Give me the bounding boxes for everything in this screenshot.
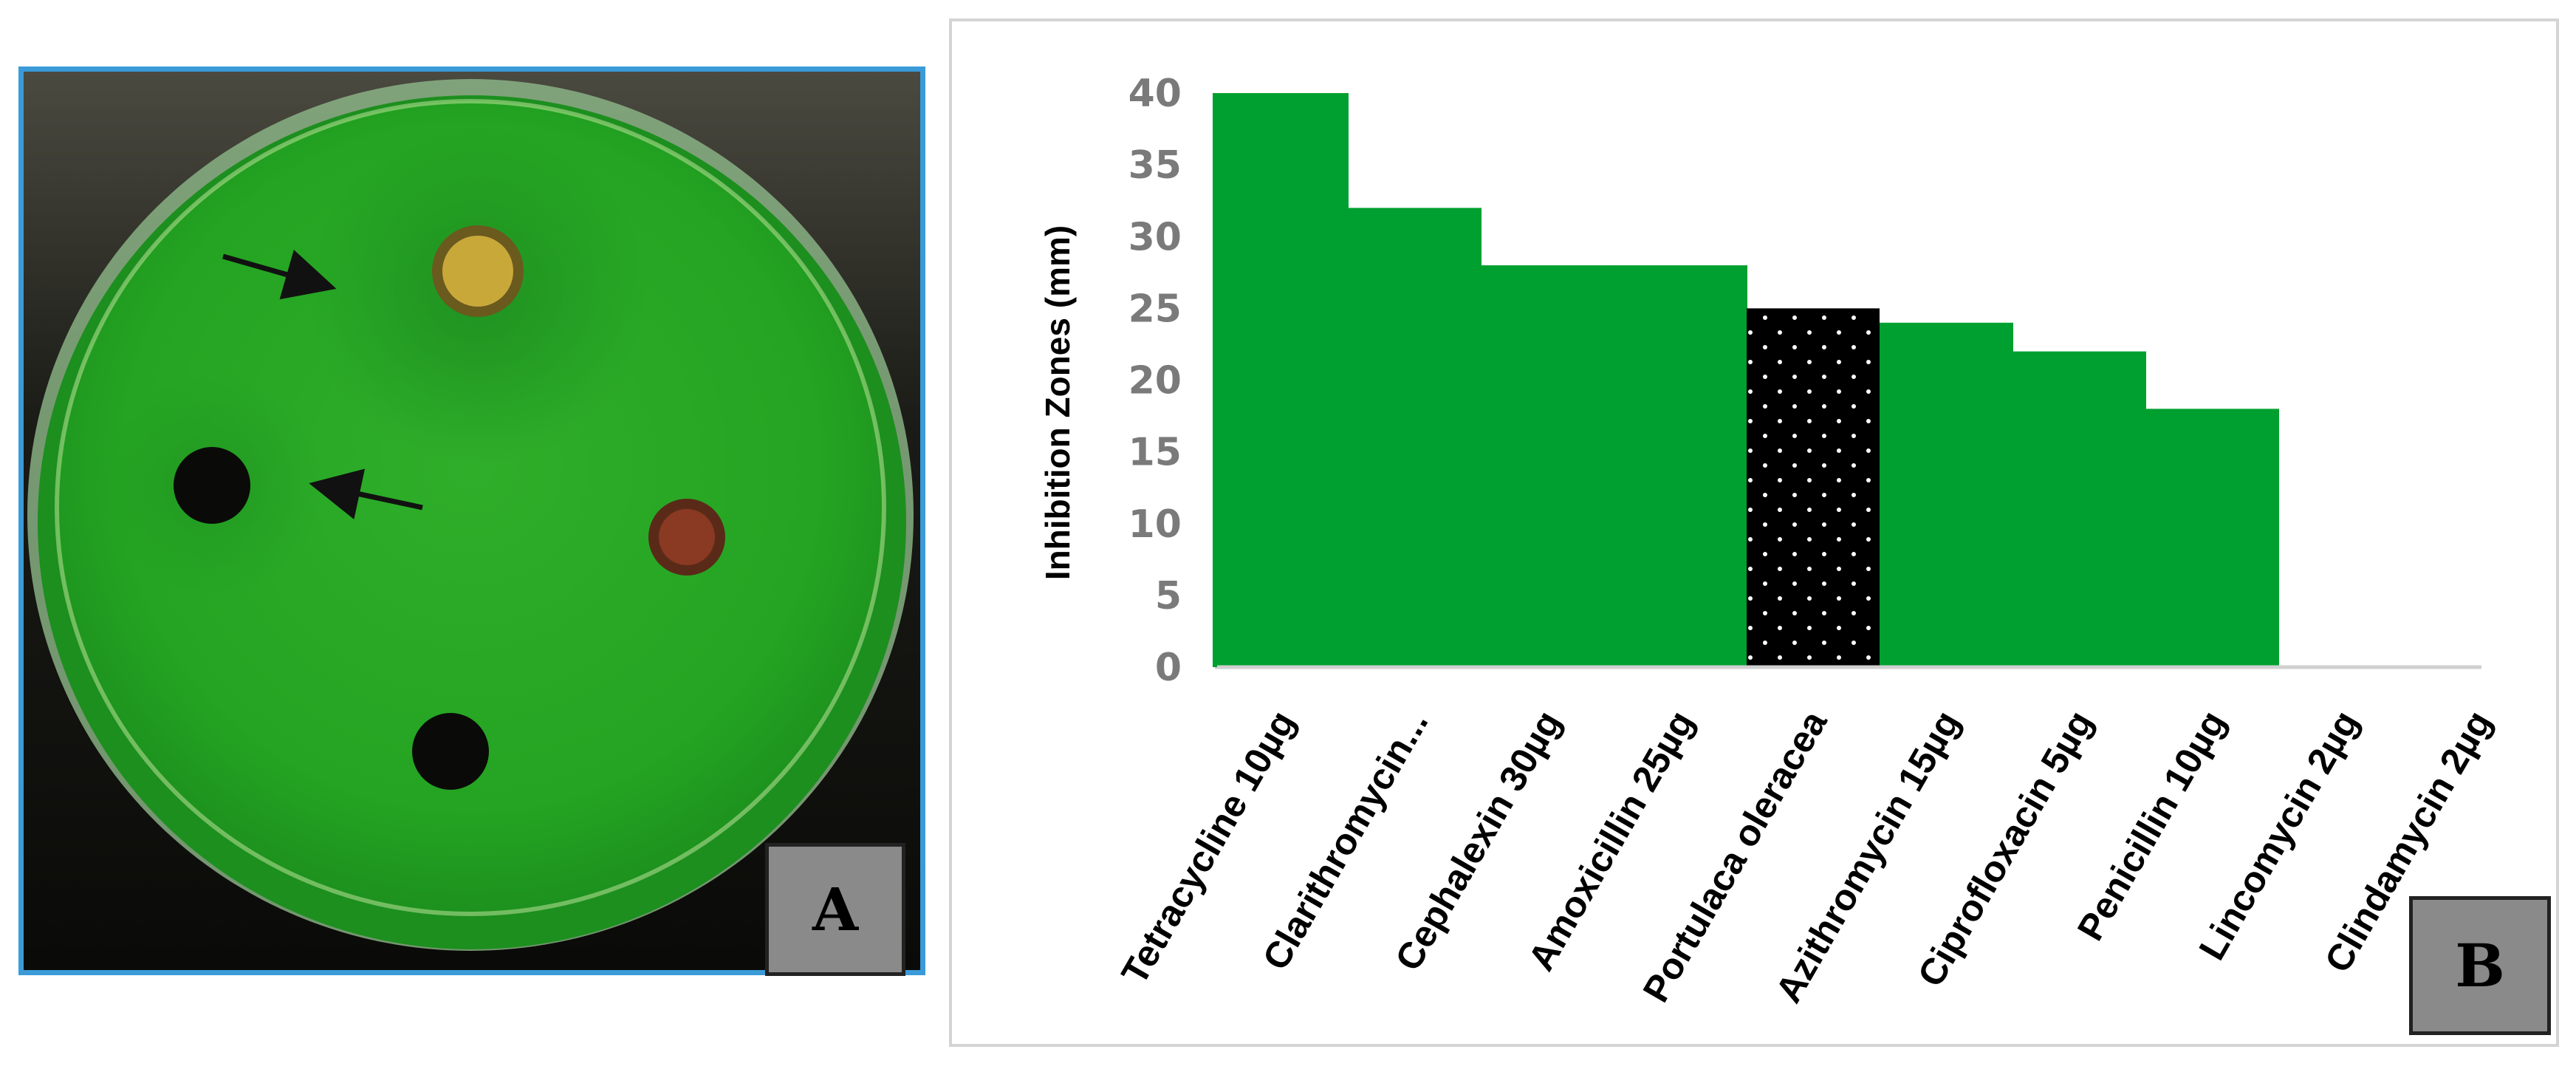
y-axis-label: Inhibition Zones (mm) xyxy=(1038,225,1077,580)
bar xyxy=(1747,308,1880,667)
y-tick-label: 10 xyxy=(1128,502,1182,547)
panel-label-b: B xyxy=(2409,896,2551,1035)
panel-label-a: A xyxy=(765,843,905,976)
petri-dish-photo xyxy=(18,66,925,975)
y-tick-label: 35 xyxy=(1128,143,1182,188)
arrow-annotation xyxy=(309,468,423,519)
y-tick-label: 40 xyxy=(1128,72,1182,116)
x-tick-label: Penicillin 10µg xyxy=(2069,704,2234,948)
y-tick-label: 20 xyxy=(1128,359,1182,403)
arrow-annotation xyxy=(222,249,337,300)
petri-dish-illustration xyxy=(24,72,920,970)
bar xyxy=(1348,208,1481,667)
bar xyxy=(1215,93,1349,667)
y-tick-label: 5 xyxy=(1155,574,1182,618)
y-tick-label: 0 xyxy=(1155,646,1182,690)
bar xyxy=(1880,322,2013,667)
y-tick-label: 15 xyxy=(1128,431,1182,475)
y-tick-label: 30 xyxy=(1128,215,1182,259)
bar xyxy=(1614,265,1747,668)
y-tick-label: 25 xyxy=(1128,287,1182,331)
bar xyxy=(2145,409,2279,667)
bar xyxy=(1481,265,1614,668)
bar xyxy=(2012,351,2146,667)
